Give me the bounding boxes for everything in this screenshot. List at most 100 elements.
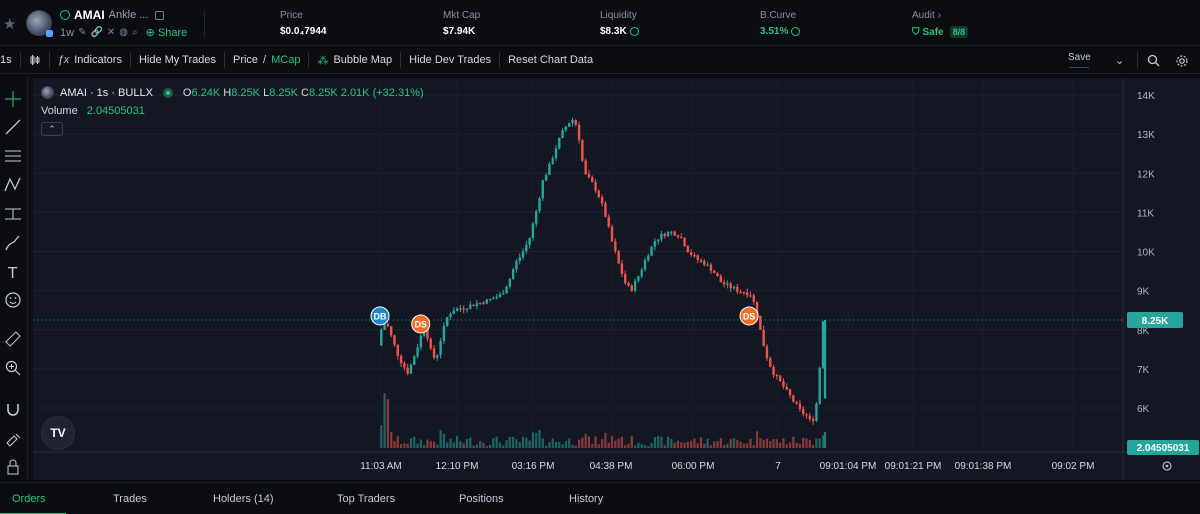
tab-trades[interactable]: Trades [113, 493, 147, 505]
volume-bar [403, 443, 406, 448]
volume-bar [505, 439, 508, 448]
interval-selector[interactable]: 1s [0, 47, 20, 74]
stat-audit[interactable]: Audit › ⛉ Safe 8/8 [912, 10, 969, 38]
emoji-icon[interactable] [2, 289, 24, 311]
axis-settings-icon [1162, 461, 1172, 471]
save-layout-button[interactable]: Save [1068, 47, 1091, 74]
zoom-search-icon[interactable] [1147, 47, 1160, 74]
candle-body [403, 363, 406, 368]
x-tick-label: 04:38 PM [590, 461, 633, 472]
share-label: Share [157, 27, 188, 39]
x-twitter-icon[interactable]: ✕ [106, 27, 116, 38]
drawing-tools-bar: T [0, 78, 28, 480]
text-tool-icon[interactable]: T [2, 261, 24, 283]
copy-address-icon[interactable] [155, 10, 165, 20]
volume-bar [640, 443, 643, 448]
volume-bar [812, 444, 815, 448]
volume-bar [729, 439, 732, 448]
volume-bar [521, 436, 525, 448]
volume-bar [571, 444, 574, 448]
lock-drawings-icon[interactable] [2, 427, 24, 449]
last-price-tag [1127, 311, 1183, 328]
volume-label: Volume [41, 105, 78, 117]
volume-bar [785, 444, 788, 448]
link-icon[interactable]: 🔗 [90, 27, 103, 38]
chevron-down-icon[interactable]: ⌄ [1115, 55, 1125, 67]
crosshair-icon[interactable] [2, 88, 24, 110]
chart-canvas[interactable]: 14K 13K 12K 11K 10K 9K 8K 7K 6K 11:03 AM 12:10 PM 0… [33, 78, 1200, 480]
candle-body [426, 327, 429, 339]
tab-positions[interactable]: Positions [459, 493, 504, 505]
collapse-legend-button[interactable]: ⌃ [41, 122, 63, 136]
volume-bar [452, 442, 455, 448]
pattern-tool-icon[interactable] [2, 174, 24, 196]
candle-body [584, 160, 587, 175]
tab-top-traders[interactable]: Top Traders [337, 493, 396, 505]
tab-history[interactable]: History [569, 493, 604, 505]
toolbar-divider [48, 52, 50, 68]
candle-body [663, 233, 666, 236]
lock-icon[interactable] [2, 456, 24, 478]
reset-chart-label: Reset Chart Data [508, 54, 594, 66]
save-label: Save [1068, 52, 1091, 63]
candle-body [749, 295, 752, 297]
globe-icon[interactable]: ◍ [119, 27, 129, 38]
volume-bar [620, 436, 624, 448]
candle-body [782, 381, 785, 387]
volume-bar [465, 439, 469, 448]
toolbar-divider [1137, 52, 1138, 68]
price-mcap-toggle[interactable]: Price / MCap [225, 47, 308, 74]
share-button[interactable]: ⊕ Share [145, 27, 188, 39]
hide-my-trades-button[interactable]: Hide My Trades [131, 47, 224, 74]
zoom-in-icon[interactable] [2, 357, 24, 379]
volume-bar [528, 440, 531, 448]
last-volume-label: 2.04505031 [1137, 443, 1190, 454]
magnet-icon[interactable] [2, 398, 24, 420]
volume-bar [736, 440, 739, 448]
volume-bar [670, 438, 673, 448]
bubble-map-button[interactable]: ⁂ Bubble Map [309, 47, 400, 74]
candle-body [492, 298, 495, 300]
volume-bar [446, 442, 449, 448]
volume-bar [755, 431, 759, 448]
ruler-icon[interactable] [2, 328, 24, 350]
favorite-star-icon[interactable]: ★ [3, 16, 17, 33]
trade-marker [411, 314, 431, 334]
stat-price-label: Price [280, 10, 303, 21]
volume-bar-last [823, 432, 827, 448]
horizontal-lines-icon[interactable] [2, 145, 24, 167]
candle-body [673, 231, 676, 236]
volume-bar [650, 442, 653, 448]
settings-gear-icon[interactable] [1175, 47, 1189, 74]
indicators-button[interactable]: ƒx Indicators [50, 47, 130, 74]
stat-bcurve: B.Curve 3.51% [760, 10, 801, 37]
reset-chart-button[interactable]: Reset Chart Data [500, 47, 601, 74]
search-icon[interactable]: ⌕ [132, 27, 138, 38]
candle-body [752, 295, 755, 302]
volume-bar [498, 442, 502, 448]
brush-icon[interactable] [2, 232, 24, 254]
volume-bar [561, 444, 564, 448]
trend-line-icon[interactable] [2, 116, 24, 138]
price-mcap-separator: / [263, 54, 267, 66]
gear-icon [1176, 54, 1188, 67]
token-age: 1w [60, 26, 75, 39]
hide-dev-trades-button[interactable]: Hide Dev Trades [401, 47, 499, 74]
price-chart[interactable]: 14K 13K 12K 11K 10K 9K 8K 7K 6K 11:03 AM 12:10 PM 0… [33, 78, 1200, 480]
volume-bar [653, 437, 656, 448]
tab-holders[interactable]: Holders (14) [213, 493, 274, 505]
edit-icon[interactable]: ✎ [78, 27, 87, 38]
volume-bar [432, 441, 436, 448]
volume-bar [393, 441, 396, 448]
legend-change: 2.01K (+32.31%) [340, 86, 424, 99]
candle-body [521, 251, 525, 258]
tradingview-logo[interactable]: TV [41, 416, 75, 450]
y-tick-label: 11K [1137, 208, 1154, 219]
volume-bar [772, 439, 775, 448]
candle-body [689, 252, 693, 255]
volume-bar [739, 441, 742, 448]
measure-range-icon[interactable] [2, 203, 24, 225]
candle-type-button[interactable] [21, 47, 49, 74]
candle-body [699, 260, 703, 262]
tab-orders[interactable]: Orders [12, 493, 46, 505]
